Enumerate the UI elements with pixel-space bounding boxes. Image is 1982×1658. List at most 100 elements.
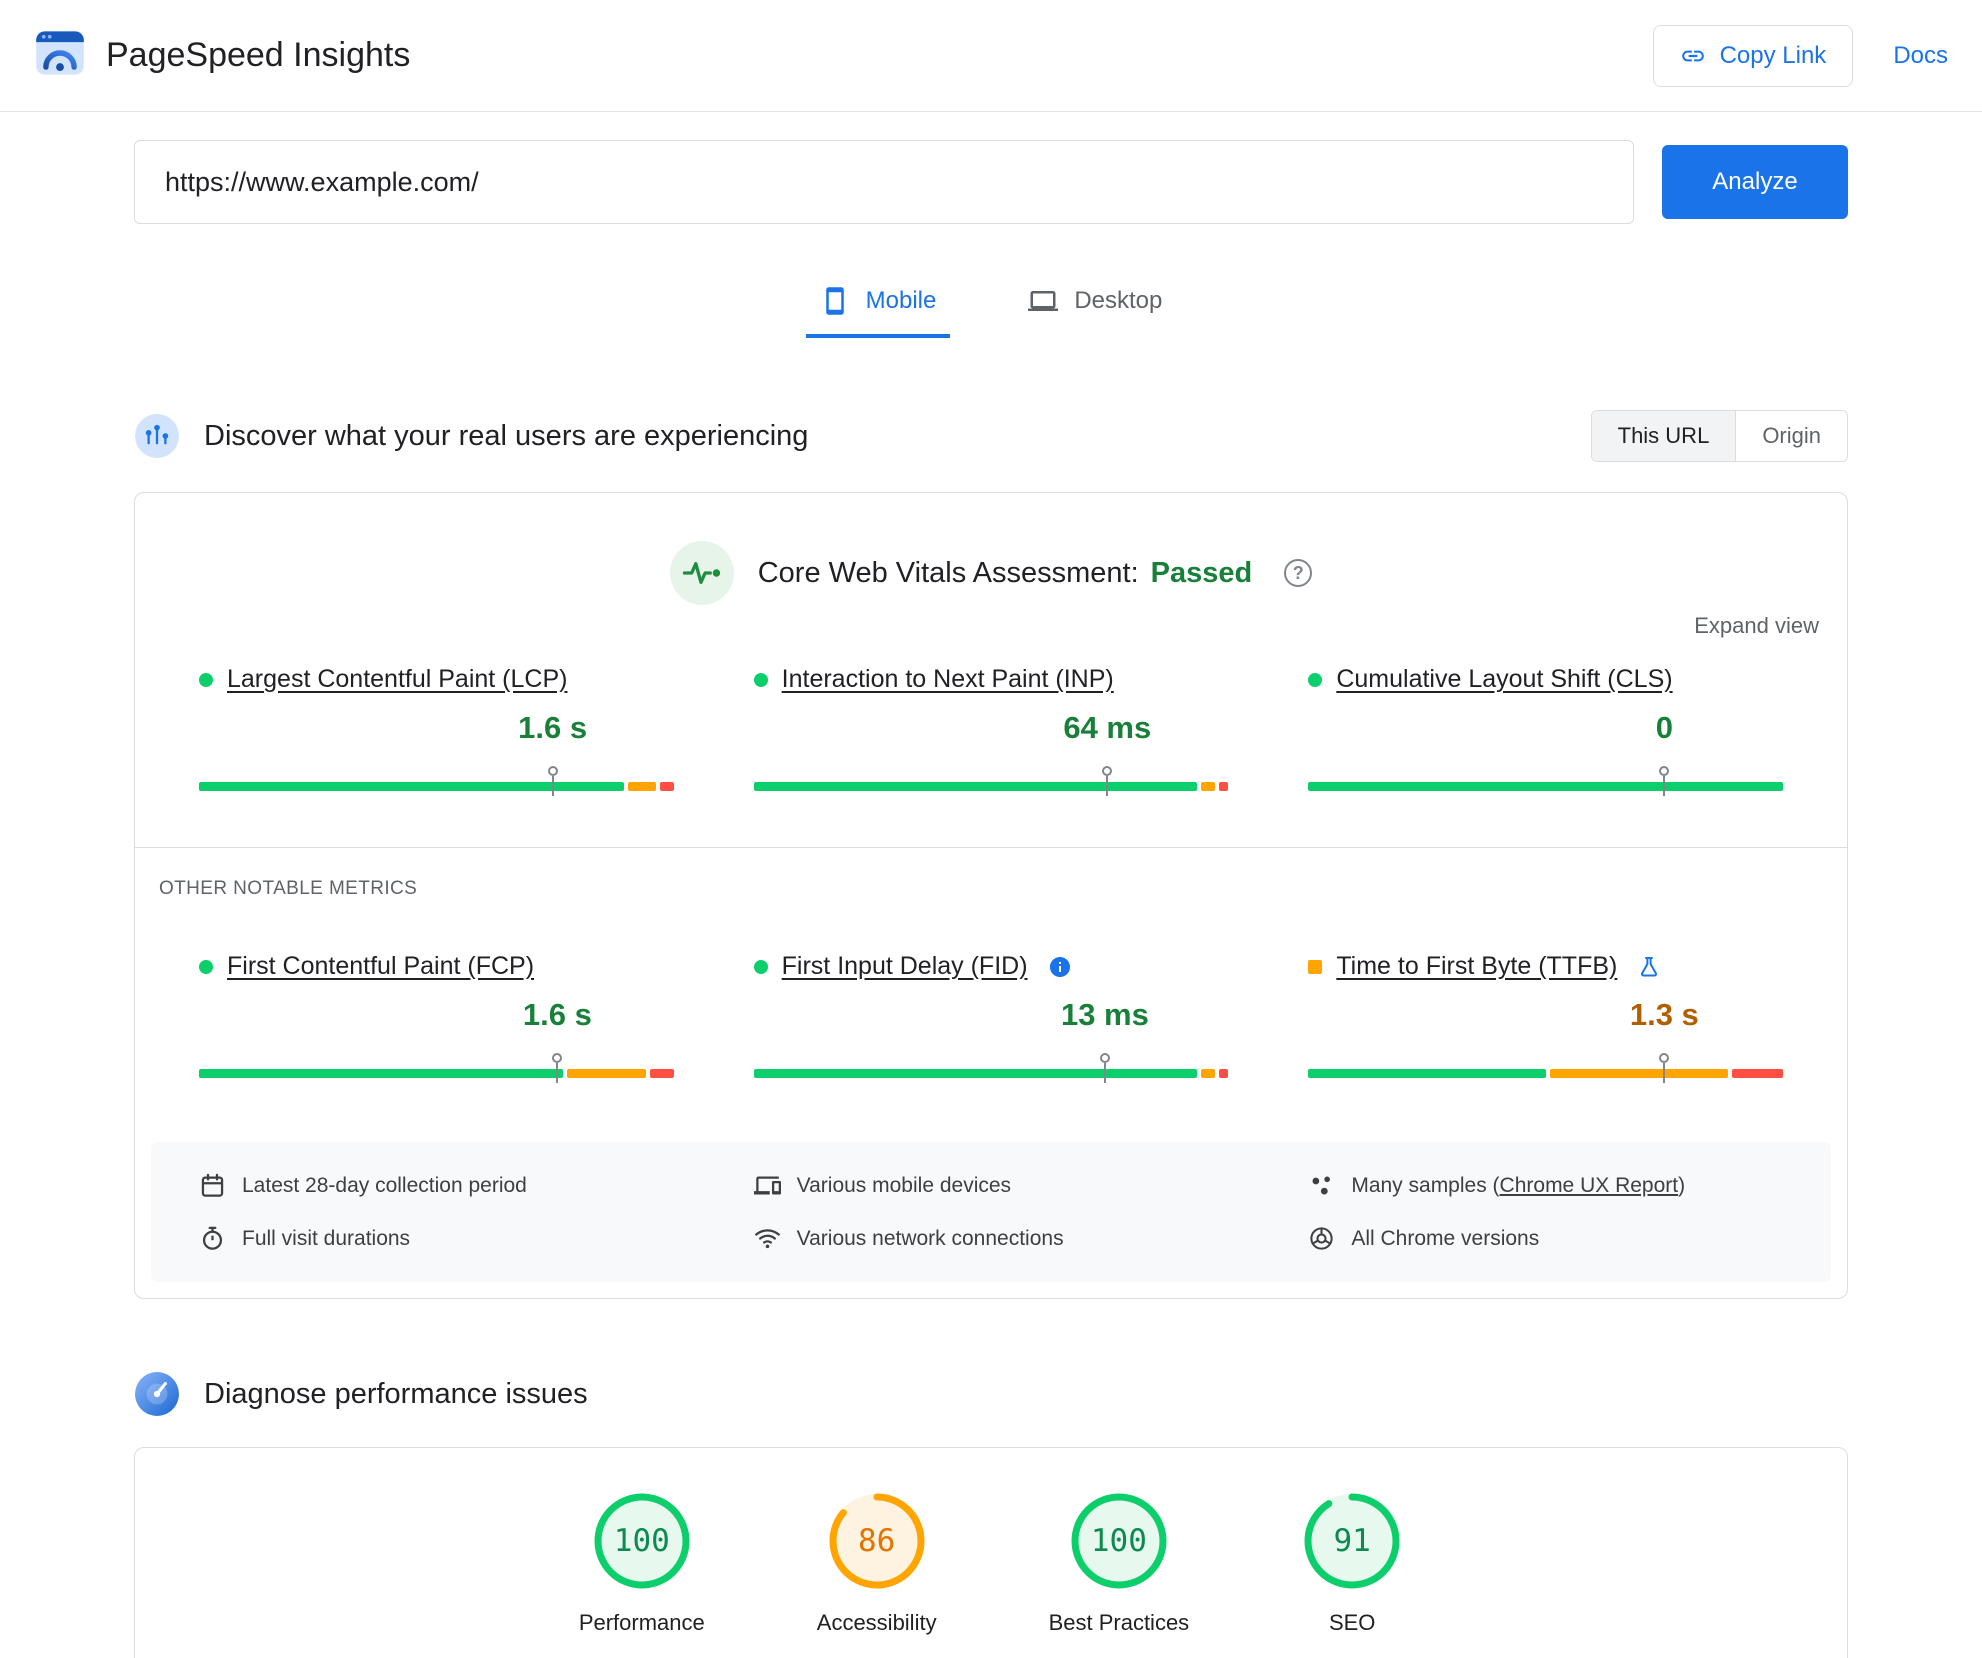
device-tabs: Mobile Desktop bbox=[134, 280, 1848, 338]
detail-chrome-versions: All Chrome versions bbox=[1308, 1225, 1783, 1252]
url-input[interactable] bbox=[134, 140, 1634, 224]
ttfb-status-square bbox=[1308, 959, 1323, 974]
cls-link[interactable]: Cumulative Layout Shift (CLS) bbox=[1336, 665, 1673, 693]
speedometer-icon bbox=[134, 1371, 180, 1417]
analyze-button[interactable]: Analyze bbox=[1662, 145, 1848, 219]
lab-section-title: Diagnose performance issues bbox=[204, 1377, 588, 1410]
chrome-ux-report-link[interactable]: Chrome UX Report bbox=[1499, 1173, 1679, 1197]
field-data-card: Core Web Vitals Assessment: Passed ? Exp… bbox=[134, 492, 1848, 1299]
cls-value: 0 bbox=[1655, 710, 1673, 745]
cls-marker bbox=[1659, 766, 1670, 796]
inp-link[interactable]: Interaction to Next Paint (INP) bbox=[781, 665, 1114, 693]
ttfb-value: 1.3 s bbox=[1629, 997, 1699, 1032]
accessibility-score: 86 bbox=[858, 1523, 896, 1559]
devices-icon bbox=[753, 1172, 781, 1199]
url-form: Analyze bbox=[134, 140, 1848, 224]
category-scores: 100 Performance 86 Accessibility bbox=[135, 1490, 1847, 1636]
field-section-title: Discover what your real users are experi… bbox=[204, 419, 809, 452]
cls-distribution-bar bbox=[1308, 766, 1783, 796]
main-content: Analyze Mobile Desktop bbox=[0, 140, 1982, 1658]
fcp-link[interactable]: First Contentful Paint (FCP) bbox=[227, 952, 535, 980]
cwv-assessment-label: Core Web Vitals Assessment: bbox=[757, 556, 1139, 589]
ttfb-distribution-bar bbox=[1308, 1053, 1783, 1083]
cwv-result: Passed bbox=[1150, 556, 1253, 589]
score-gauge-accessibility[interactable]: 86 Accessibility bbox=[817, 1490, 937, 1636]
detail-text: Various network connections bbox=[796, 1226, 1064, 1250]
link-icon bbox=[1680, 43, 1706, 69]
lab-data-card: 100 Performance 86 Accessibility bbox=[134, 1447, 1848, 1658]
detail-text: Various mobile devices bbox=[796, 1173, 1012, 1197]
tab-mobile[interactable]: Mobile bbox=[805, 280, 951, 338]
toggle-origin[interactable]: Origin bbox=[1736, 411, 1847, 461]
collection-details: Latest 28-day collection period Various … bbox=[151, 1142, 1831, 1282]
chrome-icon bbox=[1308, 1225, 1335, 1252]
score-gauge-best-practices[interactable]: 100 Best Practices bbox=[1048, 1490, 1190, 1636]
detail-collection-period: Latest 28-day collection period bbox=[199, 1172, 674, 1199]
metric-lcp: Largest Contentful Paint (LCP) 1.6 s bbox=[199, 665, 674, 796]
best-practices-score: 100 bbox=[1090, 1523, 1147, 1559]
help-icon[interactable]: ? bbox=[1284, 559, 1313, 587]
lcp-value: 1.6 s bbox=[518, 710, 588, 745]
fid-marker bbox=[1099, 1053, 1110, 1083]
copy-link-label: Copy Link bbox=[1719, 41, 1827, 69]
fcp-status-dot bbox=[199, 959, 213, 974]
fid-status-dot bbox=[753, 959, 768, 974]
top-bar: PageSpeed Insights Copy Link Docs bbox=[0, 0, 1982, 112]
metric-ttfb: Time to First Byte (TTFB) 1.3 s bbox=[1308, 952, 1783, 1083]
app-title: PageSpeed Insights bbox=[106, 36, 411, 74]
performance-score: 100 bbox=[613, 1523, 670, 1559]
fid-value: 13 ms bbox=[1060, 997, 1149, 1032]
metric-inp: Interaction to Next Paint (INP) 64 ms bbox=[753, 665, 1229, 796]
fid-link[interactable]: First Input Delay (FID) bbox=[781, 952, 1028, 980]
best-practices-label: Best Practices bbox=[1048, 1610, 1190, 1635]
experiment-flask-icon[interactable] bbox=[1637, 955, 1661, 979]
lcp-status-dot bbox=[199, 672, 213, 687]
card-divider bbox=[135, 847, 1847, 848]
lcp-marker bbox=[547, 766, 558, 796]
heartbeat-icon bbox=[669, 541, 734, 605]
lcp-link[interactable]: Largest Contentful Paint (LCP) bbox=[227, 665, 568, 693]
calendar-icon bbox=[199, 1172, 226, 1199]
metric-fcp: First Contentful Paint (FCP) 1.6 s bbox=[199, 952, 674, 1083]
network-icon bbox=[754, 1225, 781, 1252]
smartphone-icon bbox=[820, 286, 850, 316]
seo-label: SEO bbox=[1328, 1610, 1376, 1635]
detail-text: Many samples ( bbox=[1351, 1173, 1500, 1197]
score-gauge-seo[interactable]: 91 SEO bbox=[1301, 1490, 1403, 1636]
metric-fid: First Input Delay (FID) 13 ms bbox=[753, 952, 1229, 1083]
inp-value: 64 ms bbox=[1063, 710, 1152, 745]
core-metrics-grid: Largest Contentful Paint (LCP) 1.6 s Int… bbox=[135, 665, 1847, 796]
detail-devices: Various mobile devices bbox=[753, 1172, 1229, 1199]
tab-mobile-label: Mobile bbox=[865, 287, 937, 314]
samples-scatter-icon bbox=[1308, 1172, 1335, 1199]
ttfb-link[interactable]: Time to First Byte (TTFB) bbox=[1336, 952, 1618, 980]
other-metrics-grid: First Contentful Paint (FCP) 1.6 s First… bbox=[135, 952, 1847, 1083]
app-logo-home-link[interactable]: PageSpeed Insights bbox=[34, 27, 410, 84]
copy-link-button[interactable]: Copy Link bbox=[1652, 24, 1854, 87]
detail-text: Latest 28-day collection period bbox=[242, 1173, 527, 1197]
expand-view-button[interactable]: Expand view bbox=[1694, 613, 1819, 638]
score-gauge-performance[interactable]: 100 Performance bbox=[579, 1490, 705, 1636]
inp-status-dot bbox=[753, 672, 768, 687]
detail-text: All Chrome versions bbox=[1351, 1226, 1540, 1250]
detail-text: ) bbox=[1678, 1173, 1686, 1197]
detail-samples: Many samples (Chrome UX Report) bbox=[1308, 1172, 1783, 1199]
info-icon[interactable] bbox=[1048, 955, 1072, 979]
performance-label: Performance bbox=[578, 1610, 705, 1635]
docs-link[interactable]: Docs bbox=[1893, 41, 1948, 69]
tab-desktop[interactable]: Desktop bbox=[1014, 280, 1176, 338]
accessibility-label: Accessibility bbox=[816, 1610, 937, 1635]
detail-visit-durations: Full visit durations bbox=[199, 1225, 674, 1252]
seo-score: 91 bbox=[1333, 1523, 1371, 1559]
pagespeed-gauge-icon bbox=[34, 27, 86, 84]
inp-distribution-bar bbox=[753, 766, 1229, 796]
fcp-distribution-bar bbox=[199, 1053, 674, 1083]
fcp-value: 1.6 s bbox=[522, 997, 592, 1032]
lab-section-header: Diagnose performance issues bbox=[134, 1371, 1848, 1417]
toggle-this-url[interactable]: This URL bbox=[1591, 411, 1737, 461]
timer-icon bbox=[199, 1225, 226, 1252]
top-bar-actions: Copy Link Docs bbox=[1652, 24, 1948, 87]
url-origin-toggle: This URL Origin bbox=[1590, 410, 1848, 462]
inp-marker bbox=[1102, 766, 1113, 796]
